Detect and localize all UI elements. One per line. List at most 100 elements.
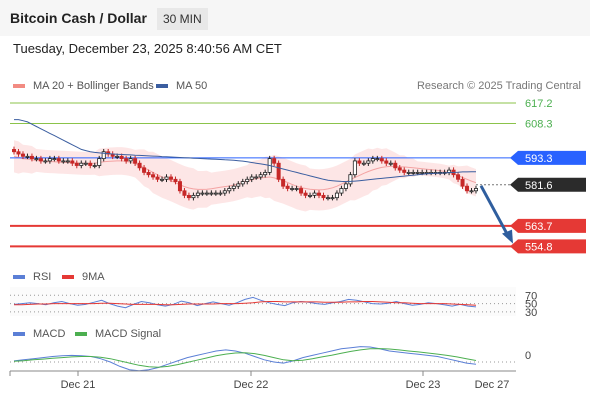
- candle-body: [52, 158, 57, 161]
- rsi-level-label: 30: [525, 307, 537, 319]
- candle-body: [325, 197, 330, 200]
- candle-body: [182, 190, 187, 196]
- level-tag-bg-593-3: [510, 150, 586, 165]
- candle-body: [92, 165, 97, 167]
- candle-body: [97, 158, 102, 166]
- level-tag-563-7: 563.7: [525, 221, 553, 233]
- legend-rsi-ma: 9MA: [62, 271, 105, 283]
- bollinger-label: MA 20 + Bollinger Bands: [33, 80, 154, 92]
- levels-layer: [10, 102, 518, 248]
- candle-body: [204, 192, 209, 195]
- candle-body: [137, 162, 142, 169]
- candle-body: [272, 158, 277, 164]
- candle-body: [379, 158, 384, 162]
- level-tag-617-2: 617.2: [525, 98, 553, 110]
- candle-body: [186, 194, 191, 199]
- candle-body: [254, 176, 259, 179]
- candle-body: [88, 162, 93, 166]
- candle-body: [299, 188, 304, 194]
- x-axis-layer: Dec 21 Dec 22 Dec 23 Dec 27: [9, 370, 516, 391]
- candle-body: [308, 194, 313, 197]
- rsi-ma-label: 9MA: [82, 271, 105, 283]
- rsi-label: RSI: [33, 271, 52, 283]
- macd-line: [13, 346, 477, 372]
- ma-layer: [14, 119, 513, 244]
- candle-body: [375, 158, 380, 161]
- instrument-title: Bitcoin Cash / Dollar: [10, 10, 147, 26]
- candle-body: [366, 160, 371, 164]
- x-axis-label: Dec 21: [61, 379, 96, 391]
- candle-body: [119, 155, 124, 160]
- x-axis-label: Dec 23: [406, 379, 441, 391]
- candle-body: [43, 160, 48, 163]
- candle-body: [128, 158, 133, 162]
- candle-body: [397, 167, 402, 171]
- macd-layer: 0: [10, 346, 531, 372]
- candle-body: [191, 194, 196, 199]
- candle-body: [460, 178, 465, 187]
- level-tag-581-6: 581.6: [525, 180, 553, 192]
- candle-body: [393, 162, 398, 169]
- candle-body: [348, 174, 353, 185]
- candle-body: [290, 188, 295, 190]
- candle-body: [79, 162, 84, 166]
- ma50-line: [14, 119, 476, 183]
- candle-body: [240, 181, 245, 185]
- candle-body: [222, 190, 227, 194]
- candle-body: [83, 162, 88, 165]
- candle-body: [370, 158, 375, 162]
- candle-body: [160, 178, 165, 181]
- timeframe-badge[interactable]: 30 MIN: [157, 8, 208, 30]
- candle-body: [258, 174, 263, 178]
- candle-body: [11, 149, 16, 153]
- candle-body: [146, 172, 151, 176]
- macd-signal-swatch: [75, 332, 87, 336]
- level-tag-608-3: 608.3: [525, 118, 553, 130]
- candle-body: [101, 151, 106, 160]
- candle-body: [236, 183, 241, 187]
- candle-body: [361, 162, 366, 165]
- candle-body: [357, 160, 362, 164]
- candle-body: [402, 169, 407, 173]
- x-axis-label: Dec 22: [234, 379, 269, 391]
- candle-body: [29, 155, 34, 160]
- level-tag-bg-581-6: [510, 177, 586, 192]
- candle-body: [388, 162, 393, 165]
- level-tags-layer: 617.2 608.3 593.3 581.6 563.7 554.8: [510, 98, 586, 254]
- ma50-label: MA 50: [176, 80, 208, 92]
- candle-body: [142, 167, 147, 173]
- candle-body: [155, 176, 160, 180]
- candle-body: [469, 190, 474, 193]
- candle-body: [65, 160, 70, 163]
- candle-body: [227, 188, 232, 192]
- candle-body: [47, 158, 52, 162]
- candle-body: [456, 174, 461, 180]
- candle-body: [56, 158, 61, 162]
- candle-body: [245, 178, 250, 182]
- macd-zero-label: 0: [525, 350, 531, 362]
- candle-body: [164, 176, 169, 180]
- candle-body: [209, 192, 214, 195]
- candle-body: [343, 183, 348, 189]
- candle-body: [285, 185, 290, 189]
- candle-body: [177, 181, 182, 192]
- candle-body: [70, 160, 75, 164]
- legend-bollinger: MA 20 + Bollinger Bands: [13, 80, 154, 92]
- candle-body: [38, 158, 43, 162]
- candle-body: [151, 174, 156, 178]
- candle-body: [249, 176, 254, 180]
- candle-body: [173, 178, 178, 182]
- rsi-ma-line: [14, 301, 477, 306]
- candle-body: [281, 178, 286, 187]
- ma50-swatch: [156, 84, 168, 88]
- level-tag-bg-563-7: [510, 218, 586, 233]
- candle-body: [25, 155, 30, 158]
- candle-body: [312, 192, 317, 196]
- research-credit: Research © 2025 Trading Central: [416, 80, 581, 92]
- candle-body: [20, 153, 25, 157]
- bollinger-swatch: [13, 84, 25, 88]
- candle-body: [276, 162, 281, 180]
- candle-body: [411, 172, 416, 174]
- chart-datetime: Tuesday, December 23, 2025 8:40:56 AM CE…: [13, 41, 282, 56]
